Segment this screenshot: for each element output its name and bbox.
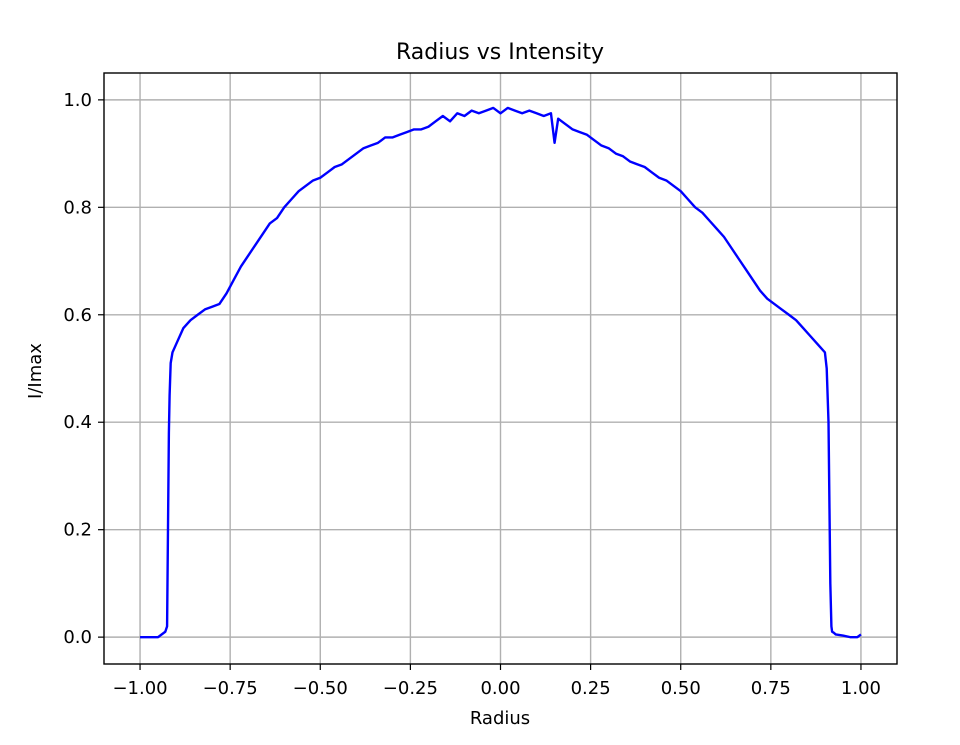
x-tick-label: −0.50 — [293, 678, 348, 699]
y-tick-label: 0.4 — [63, 412, 92, 433]
x-tick-label: 0.25 — [571, 678, 611, 699]
y-tick-label: 0.0 — [63, 627, 92, 648]
chart-title: Radius vs Intensity — [396, 40, 604, 65]
x-tick-label: −0.75 — [203, 678, 258, 699]
y-tick-label: 1.0 — [63, 90, 92, 111]
x-tick-label: 0.00 — [480, 678, 520, 699]
grid — [104, 73, 897, 664]
series-line — [140, 106, 862, 639]
ticks: −1.00 −0.75 −0.50 −0.25 0.00 0.25 0.50 0.75 1.00… — [63, 90, 881, 699]
x-tick-label: 0.75 — [751, 678, 791, 699]
series-layer — [140, 106, 862, 639]
y-tick-label: 0.8 — [63, 197, 92, 218]
x-axis-label: Radius — [470, 708, 530, 729]
x-tick-label: 0.50 — [661, 678, 701, 699]
x-tick-label: −1.00 — [112, 678, 167, 699]
y-tick-label: 0.6 — [63, 305, 92, 326]
y-tick-label: 0.2 — [63, 520, 92, 541]
x-tick-label: 1.00 — [841, 678, 881, 699]
y-axis-label: I/Imax — [25, 343, 46, 399]
x-tick-label: −0.25 — [383, 678, 438, 699]
